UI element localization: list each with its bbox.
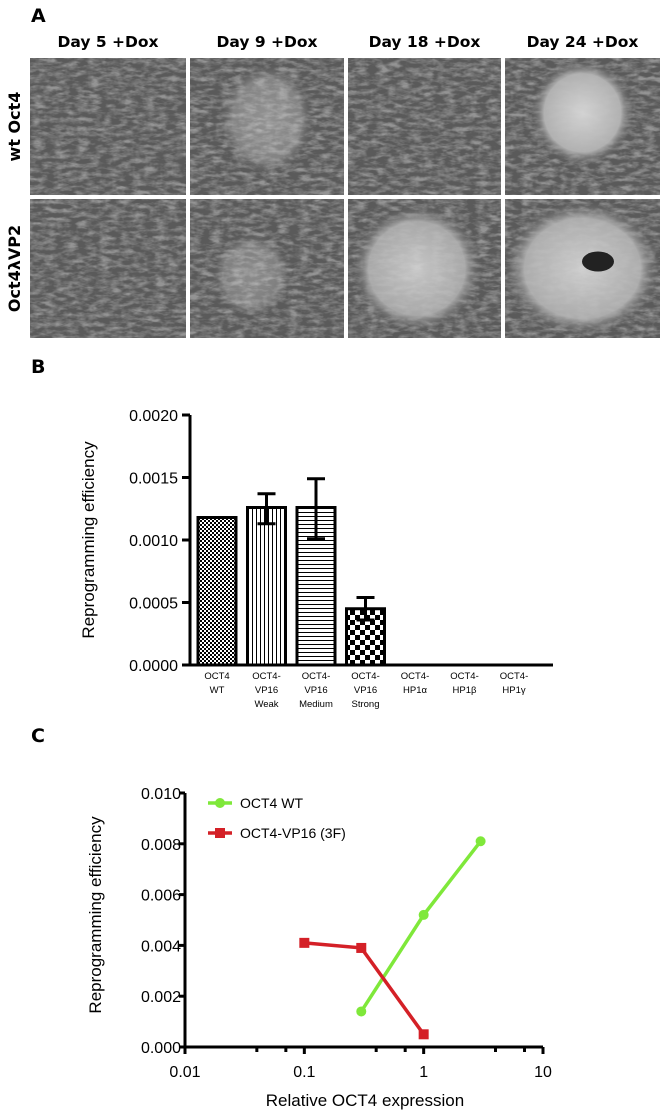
cell-texture	[30, 58, 186, 195]
panel-b-letter: B	[31, 356, 45, 378]
bar	[295, 506, 337, 667]
category-label: OCT4-	[302, 671, 331, 682]
y-tick-label: 0.0000	[129, 658, 178, 675]
category-label: Weak	[254, 699, 278, 710]
y-axis-label: Reprogramming efficiency	[86, 816, 105, 1014]
line-chart: 0.000 0.002 0.004 0.006 0.008 0.010 0.01 0.1 1 10…	[86, 786, 552, 1110]
category-label: OCT4-	[401, 671, 430, 682]
x-tick-label: 0.01	[169, 1064, 200, 1081]
category-label: WT	[210, 685, 225, 696]
row-header: wt Oct4	[5, 92, 24, 162]
y-tick-label: 0.010	[141, 786, 181, 803]
micrograph	[30, 199, 186, 338]
micrograph	[505, 199, 660, 338]
category-label: VP16	[354, 685, 377, 696]
series-line	[359, 840, 482, 1013]
category-label: OCT4-	[351, 671, 380, 682]
micrograph	[190, 199, 344, 338]
y-tick-label: 0.0005	[129, 596, 178, 613]
y-tick-label: 0.000	[141, 1040, 181, 1057]
cell-texture	[348, 58, 501, 195]
bar	[246, 506, 287, 667]
y-tick-label: 0.002	[141, 989, 181, 1006]
colony-center	[582, 251, 614, 272]
bar	[196, 516, 238, 667]
data-point	[299, 937, 310, 948]
y-tick-label: 0.0015	[129, 471, 178, 488]
colony	[505, 201, 660, 336]
micrograph-grid: Day 5 +Dox Day 9 +Dox Day 18 +Dox Day 24 +D…	[5, 33, 660, 338]
series-line	[304, 941, 426, 1036]
x-axis-label: Relative OCT4 expression	[266, 1091, 464, 1110]
legend-label: OCT4-VP16 (3F)	[240, 825, 346, 841]
y-tick-label: 0.004	[141, 938, 181, 955]
column-header: Day 24 +Dox	[527, 33, 639, 51]
micrograph	[348, 58, 501, 195]
micrograph	[505, 58, 660, 195]
colony	[220, 64, 314, 175]
bar-chart: 0.0000 0.0005 0.0010 0.0015 0.0020 Reprogramm…	[79, 408, 553, 710]
legend-marker	[215, 798, 225, 808]
y-tick-label: 0.008	[141, 837, 181, 854]
category-label: HP1γ	[502, 685, 525, 696]
category-label: Strong	[352, 699, 380, 710]
micrograph	[190, 58, 344, 195]
y-axis-label: Reprogramming efficiency	[79, 441, 98, 639]
micrograph	[30, 58, 186, 195]
category-label: HP1β	[453, 685, 477, 696]
category-label: VP16	[255, 685, 278, 696]
category-label: HP1α	[403, 685, 427, 696]
micrograph	[348, 199, 501, 338]
y-tick-label: 0.0010	[129, 533, 178, 550]
cell-texture	[30, 199, 186, 338]
column-header: Day 9 +Dox	[216, 33, 317, 51]
data-point	[475, 836, 486, 847]
x-tick-label: 0.1	[293, 1064, 315, 1081]
data-point	[356, 942, 367, 953]
y-tick-label: 0.006	[141, 888, 181, 905]
category-label: OCT4-	[450, 671, 479, 682]
colony	[213, 233, 291, 318]
x-tick-label: 1	[419, 1064, 428, 1081]
panel-a-letter: A	[31, 5, 46, 27]
colony	[352, 205, 482, 332]
legend-marker	[215, 828, 225, 838]
colony	[531, 60, 634, 165]
legend-label: OCT4 WT	[240, 795, 303, 811]
data-point	[418, 909, 429, 920]
data-point	[418, 1029, 429, 1040]
data-point	[356, 1006, 367, 1017]
category-label: Medium	[299, 699, 333, 710]
column-header: Day 18 +Dox	[369, 33, 481, 51]
x-tick-label: 10	[534, 1064, 552, 1081]
category-label: VP16	[304, 685, 327, 696]
column-header: Day 5 +Dox	[57, 33, 158, 51]
panel-c-letter: C	[31, 725, 45, 747]
category-label: OCT4-	[500, 671, 529, 682]
category-label: OCT4-	[252, 671, 281, 682]
y-tick-label: 0.0020	[129, 408, 178, 425]
category-label: OCT4	[204, 671, 229, 682]
row-header: Oct4λVP2	[5, 225, 24, 312]
